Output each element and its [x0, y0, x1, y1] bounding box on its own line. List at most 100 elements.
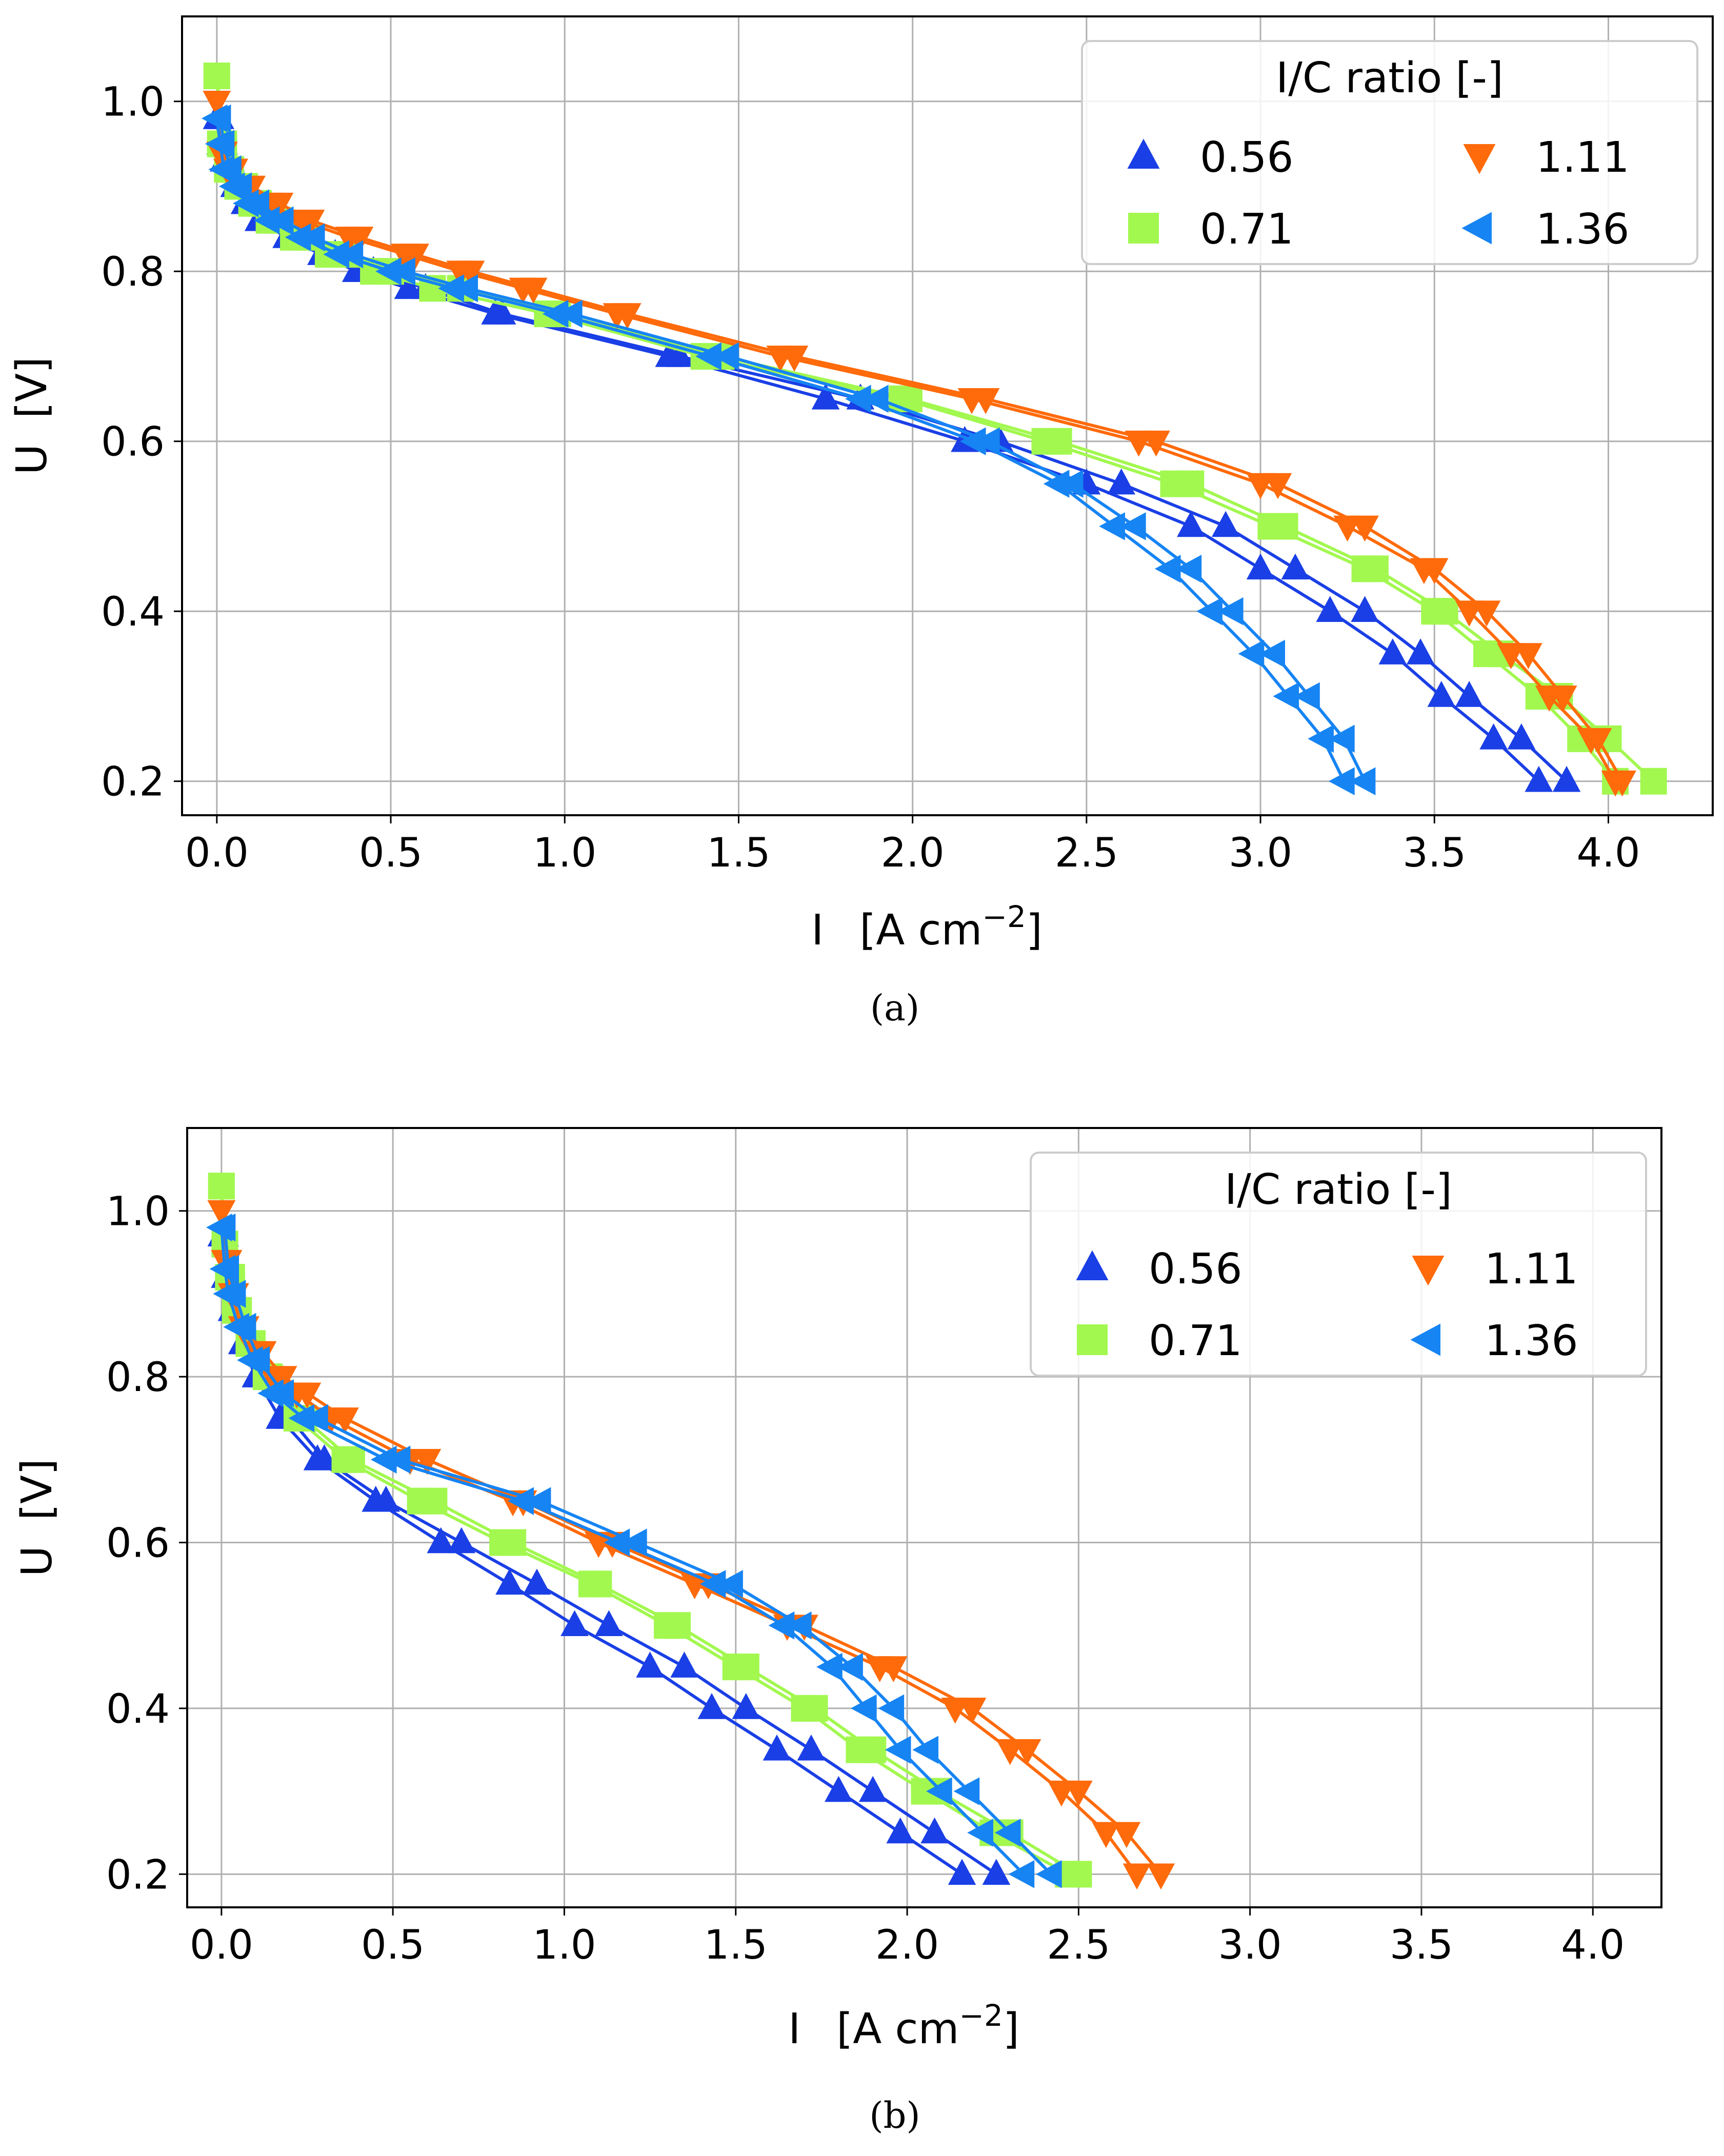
data-point	[717, 1570, 743, 1598]
x-tick-label: 1.0	[532, 1922, 596, 1968]
data-point	[226, 172, 252, 200]
data-point	[213, 1255, 239, 1283]
data-point	[296, 209, 325, 236]
data-point	[1427, 681, 1456, 707]
data-point	[427, 1527, 455, 1554]
plot-frame	[181, 15, 1714, 816]
data-point	[447, 1527, 476, 1554]
data-point	[1514, 643, 1542, 669]
data-point	[1045, 428, 1072, 455]
y-label-unit: [V]	[8, 357, 56, 418]
data-point	[1552, 765, 1581, 792]
data-point	[825, 1776, 853, 1802]
data-point	[203, 63, 230, 90]
data-point	[1008, 1860, 1035, 1888]
x-tick-label: 2.5	[1047, 1922, 1110, 1968]
data-point	[1583, 728, 1612, 754]
data-point	[542, 299, 569, 328]
data-point	[845, 385, 871, 413]
chart-panel-b: 0.0 0.5 1.0 1.5 2.0 2.5 3.0 3.5 4.0 0.2 0.4 0.6 0.8 1…	[13, 1127, 1662, 2137]
data-point	[1119, 512, 1146, 540]
x-tick-label: 0.0	[185, 830, 249, 876]
data-point	[345, 227, 374, 253]
data-point	[780, 346, 809, 372]
data-point	[452, 274, 478, 303]
data-point	[1099, 512, 1125, 540]
data-point	[265, 192, 294, 219]
data-point	[1217, 597, 1244, 626]
x-label-exponent: −2	[959, 1998, 1003, 2033]
legend-entry-label: 1.11	[1485, 1245, 1578, 1294]
data-point	[209, 1213, 236, 1242]
data-point	[1549, 686, 1577, 712]
data-point	[219, 1280, 246, 1308]
data-point	[1238, 639, 1265, 668]
data-point	[1271, 513, 1298, 540]
data-point	[1525, 765, 1553, 792]
y-label-symbol: U	[13, 1546, 62, 1577]
data-point	[948, 1859, 976, 1885]
x-tick-label: 3.5	[1402, 830, 1466, 876]
data-point	[302, 1404, 328, 1433]
y-tick-label: 0.8	[106, 1355, 170, 1401]
y-tick-label: 0.8	[101, 249, 165, 295]
legend: I/C ratio [-] 0.56 1.11 0.71 1.36	[1030, 1152, 1647, 1377]
data-point	[885, 1736, 911, 1764]
data-point	[1351, 596, 1379, 622]
data-point	[215, 155, 242, 184]
legend-marker	[1128, 213, 1159, 244]
y-label-unit: [V]	[13, 1459, 62, 1520]
data-point	[1455, 681, 1484, 707]
legend-title: I/C ratio [-]	[1225, 1165, 1452, 1214]
x-tick-label: 0.5	[359, 830, 423, 876]
series-0.56	[207, 1220, 1011, 1885]
y-label-symbol: U	[8, 444, 56, 475]
data-point	[338, 1446, 365, 1473]
data-point	[1154, 555, 1181, 583]
x-tick-label: 1.0	[533, 830, 596, 876]
data-point	[697, 1693, 726, 1719]
x-tick-label: 1.5	[707, 830, 770, 876]
data-point	[785, 1611, 812, 1640]
data-point	[293, 1382, 322, 1409]
data-point	[523, 1568, 551, 1595]
data-point	[732, 1693, 760, 1719]
data-point	[203, 90, 231, 117]
data-point	[886, 1817, 914, 1844]
y-tick-label: 0.2	[106, 1852, 170, 1898]
x-label-symbol: I	[811, 906, 824, 955]
data-point	[768, 1611, 795, 1640]
chart-panel-a: 0.0 0.5 1.0 1.5 2.0 2.5 3.0 3.5 4.0 0.2 0.4 0.6 0.8 1…	[8, 15, 1714, 1029]
data-point	[1175, 555, 1202, 583]
data-point	[636, 1651, 664, 1678]
data-point	[375, 257, 402, 286]
data-point	[1420, 558, 1449, 585]
data-point	[269, 1366, 297, 1393]
data-point	[525, 1487, 551, 1515]
data-point	[1142, 430, 1170, 457]
data-point	[1057, 470, 1084, 498]
data-point	[878, 1694, 905, 1723]
y-tick-label: 0.4	[106, 1686, 170, 1732]
legend-entry-label: 1.11	[1536, 133, 1630, 182]
data-point	[811, 383, 840, 410]
data-point	[1507, 723, 1536, 750]
x-tick-label: 2.0	[881, 830, 945, 876]
legend-entry-label: 1.36	[1536, 205, 1630, 254]
x-tick-label: 3.0	[1218, 1922, 1282, 1968]
data-point	[912, 1736, 938, 1764]
data-point	[1640, 768, 1667, 795]
data-point	[967, 1819, 993, 1847]
data-point	[713, 342, 739, 371]
series-line	[219, 1235, 963, 1876]
data-point	[1196, 597, 1222, 626]
data-point	[1328, 767, 1355, 796]
data-point	[1013, 1739, 1041, 1765]
x-label-unit-close: ]	[1003, 2005, 1019, 2053]
data-point	[1281, 553, 1310, 580]
data-point	[556, 299, 583, 328]
data-point	[1316, 596, 1345, 622]
data-point	[310, 1444, 338, 1470]
data-point	[1349, 767, 1376, 796]
data-point	[298, 223, 325, 252]
